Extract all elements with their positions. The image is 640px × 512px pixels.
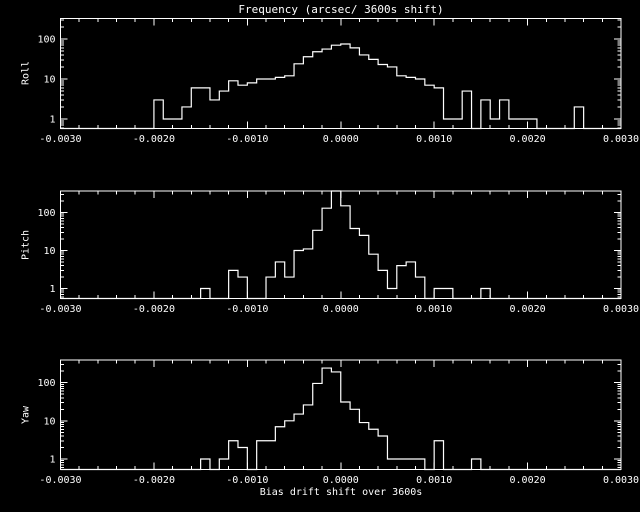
svg-text:0.0020: 0.0020 — [510, 475, 546, 486]
svg-text:0.0030: 0.0030 — [603, 304, 639, 315]
svg-text:10: 10 — [43, 246, 55, 257]
svg-text:-0.0010: -0.0010 — [226, 134, 268, 145]
svg-text:1: 1 — [49, 284, 55, 295]
svg-text:0.0010: 0.0010 — [416, 134, 452, 145]
svg-text:1: 1 — [49, 455, 55, 466]
y-axis-label-roll: Roll — [20, 60, 32, 86]
svg-text:0.0000: 0.0000 — [323, 134, 359, 145]
svg-text:0.0020: 0.0020 — [510, 304, 546, 315]
svg-text:-0.0020: -0.0020 — [133, 475, 175, 486]
panel-roll: -0.0030 -0.0020 -0.0010 0.0000 0.0010 0.0020 0… — [37, 18, 639, 145]
svg-text:100: 100 — [37, 208, 55, 219]
svg-text:10: 10 — [43, 416, 55, 427]
svg-text:-0.0030: -0.0030 — [39, 475, 81, 486]
svg-text:-0.0030: -0.0030 — [39, 304, 81, 315]
svg-text:10: 10 — [43, 75, 55, 86]
chart-title: Frequency (arcsec/ 3600s shift) — [238, 3, 444, 16]
svg-text:-0.0030: -0.0030 — [39, 134, 81, 145]
svg-text:0.0000: 0.0000 — [323, 475, 359, 486]
svg-text:0.0010: 0.0010 — [416, 304, 452, 315]
panel-pitch: -0.0030 -0.0020 -0.0010 0.0000 0.0010 0.0020 0… — [37, 190, 639, 315]
svg-text:100: 100 — [37, 378, 55, 389]
histogram-pitch — [60, 190, 621, 300]
svg-text:1: 1 — [49, 115, 55, 126]
svg-text:0.0000: 0.0000 — [323, 304, 359, 315]
panel-yaw: -0.0030 -0.0020 -0.0010 0.0000 0.0010 0.0020 0… — [37, 359, 639, 486]
x-axis-title: Bias drift shift over 3600s — [259, 487, 423, 498]
svg-text:-0.0020: -0.0020 — [133, 304, 175, 315]
y-axis-label-yaw: Yaw — [20, 405, 32, 425]
svg-text:0.0030: 0.0030 — [603, 475, 639, 486]
y-axis-label-pitch: Pitch — [20, 229, 32, 261]
histogram-yaw — [60, 367, 621, 471]
histogram-roll — [60, 43, 621, 130]
svg-text:0.0020: 0.0020 — [510, 134, 546, 145]
svg-text:0.0030: 0.0030 — [603, 134, 639, 145]
svg-text:-0.0020: -0.0020 — [133, 134, 175, 145]
svg-text:-0.0010: -0.0010 — [226, 304, 268, 315]
svg-text:-0.0010: -0.0010 — [226, 475, 268, 486]
svg-text:0.0010: 0.0010 — [416, 475, 452, 486]
svg-text:100: 100 — [37, 35, 55, 46]
